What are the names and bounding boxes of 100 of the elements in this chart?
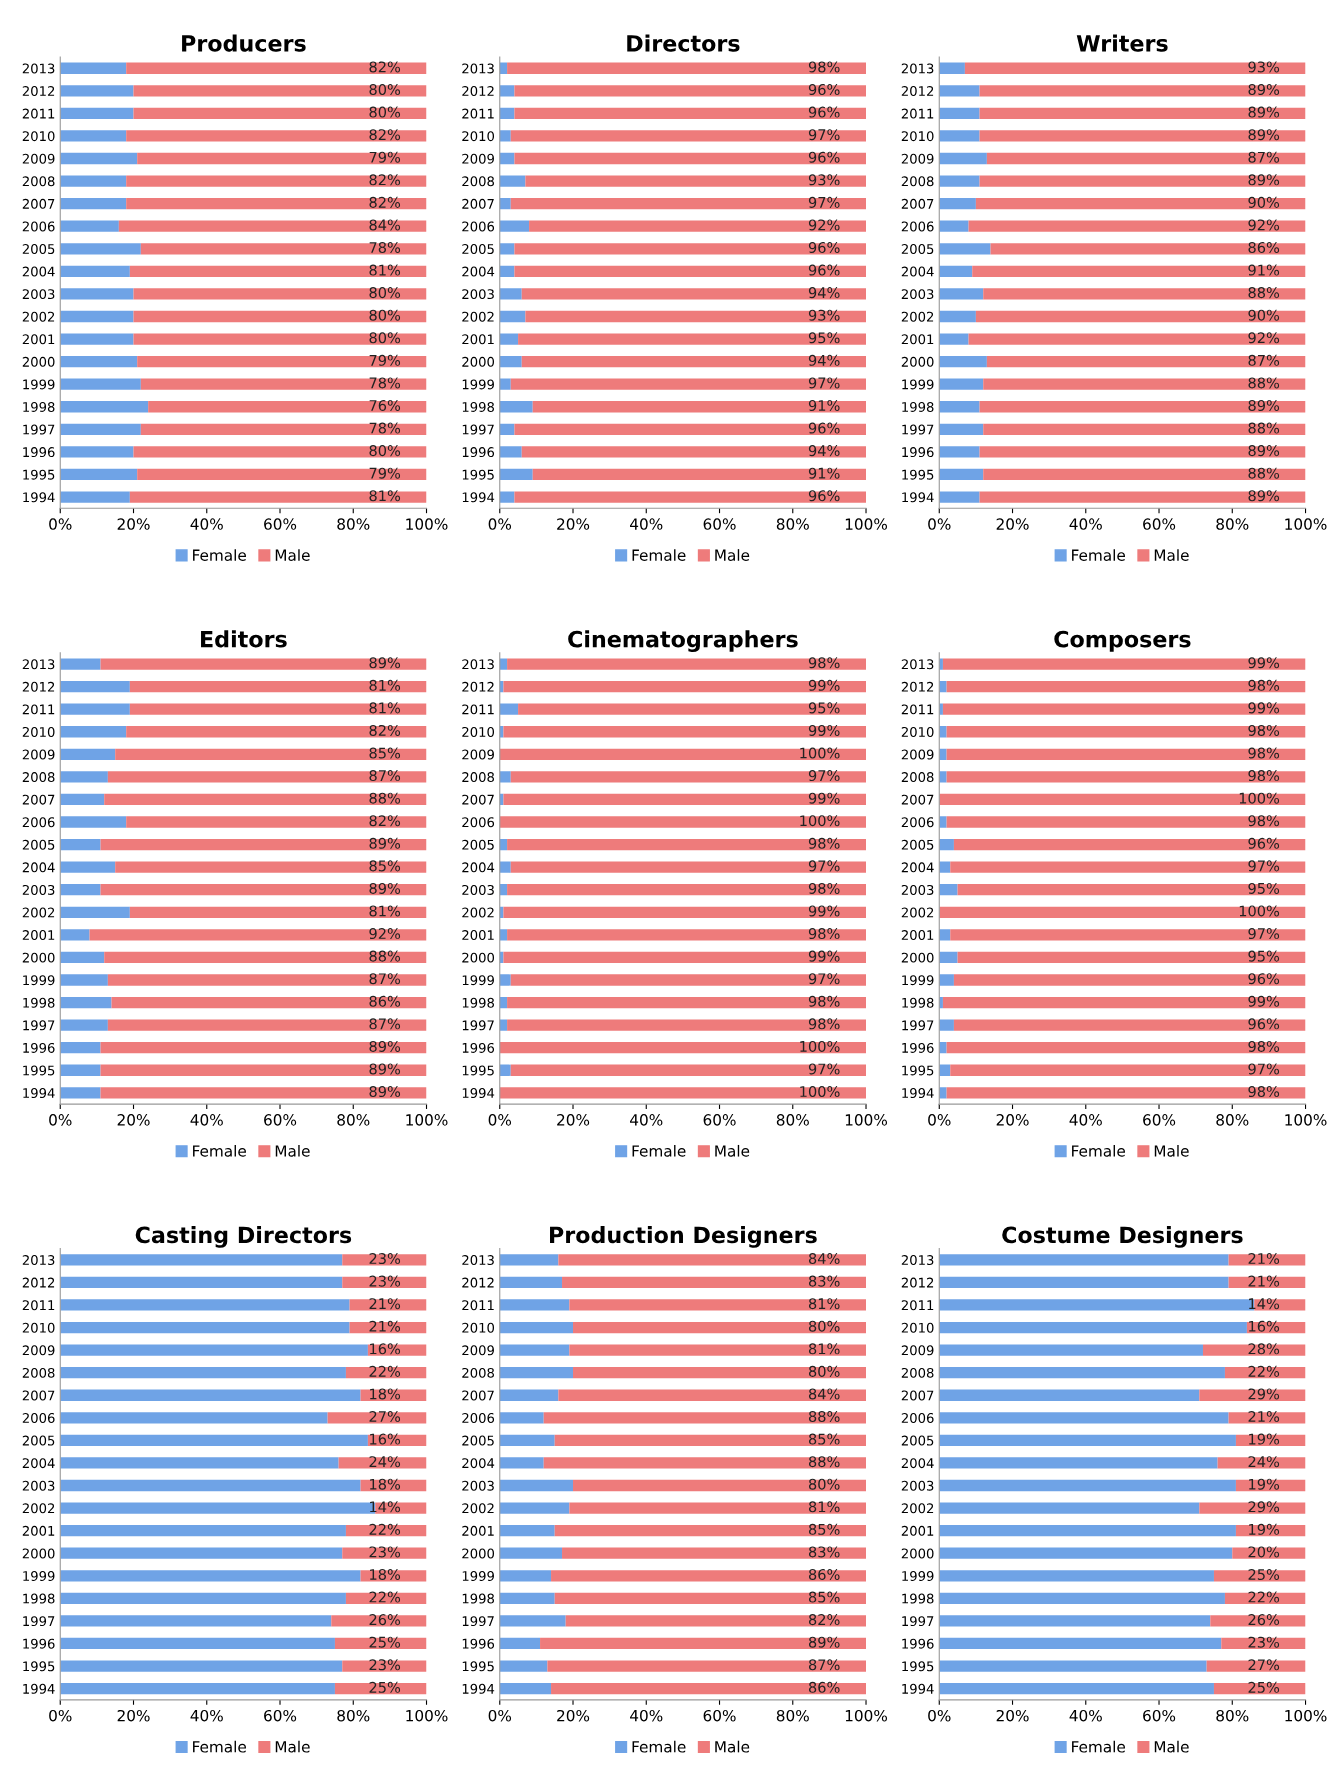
legend-label: Female: [1072, 1144, 1125, 1157]
bar: [939, 198, 976, 210]
data-label: 23%: [369, 1659, 401, 1671]
data-label: 96%: [808, 264, 840, 276]
bar: [558, 1254, 867, 1266]
data-label: 94%: [808, 445, 840, 457]
data-label: 92%: [1248, 219, 1280, 231]
data-label: 82%: [369, 174, 401, 186]
bar: [939, 748, 947, 760]
bar: [499, 1367, 574, 1379]
data-label: 96%: [1248, 973, 1280, 985]
y-tick-label: 2003: [462, 884, 494, 895]
y-tick-label: 2013: [901, 63, 934, 74]
bar: [499, 333, 519, 345]
y-tick-label: 2002: [462, 311, 494, 322]
data-label: 93%: [808, 174, 840, 186]
data-label: 84%: [369, 219, 401, 231]
y-tick-label: 2005: [22, 244, 55, 254]
bar: [342, 1660, 427, 1672]
bar: [953, 838, 1306, 851]
y-tick-label: 2005: [462, 1435, 494, 1446]
data-label: 23%: [1248, 1636, 1280, 1648]
y-tick-label: 2011: [22, 704, 55, 715]
y-tick-label: 2002: [901, 311, 934, 322]
x-tick-label: 0%: [488, 1114, 512, 1126]
y-tick-label: 1998: [902, 401, 934, 412]
bar: [499, 1525, 555, 1537]
bar: [514, 85, 867, 97]
bar: [942, 996, 1306, 1009]
bar: [60, 703, 130, 715]
bar: [349, 1299, 427, 1311]
bar: [60, 996, 112, 1009]
y-tick-label: 2001: [462, 1525, 494, 1536]
x-tick-label: 0%: [49, 1114, 72, 1126]
y-tick-label: 1995: [462, 1661, 494, 1672]
y-tick-label: 1996: [902, 1042, 934, 1053]
y-tick-label: 2013: [462, 1255, 494, 1266]
bar: [499, 1019, 508, 1031]
bar: [126, 816, 427, 828]
data-label: 85%: [369, 747, 401, 759]
bar: [60, 680, 130, 693]
data-label: 23%: [369, 1546, 401, 1558]
y-tick-label: 1999: [23, 975, 55, 986]
bar: [499, 1276, 563, 1289]
y-tick-label: 2011: [901, 704, 934, 715]
data-label: 21%: [1248, 1275, 1280, 1287]
legend-label: Male: [1154, 1740, 1189, 1753]
bar: [939, 793, 1306, 806]
bar: [983, 378, 1306, 390]
data-label: 80%: [808, 1365, 840, 1377]
data-label: 23%: [369, 1253, 401, 1265]
y-tick-label: 1997: [902, 424, 934, 435]
y-tick-label: 2006: [901, 817, 934, 828]
data-label: 26%: [1248, 1614, 1280, 1626]
y-tick-label: 2005: [901, 244, 934, 254]
bar: [514, 265, 867, 277]
y-tick-label: 2004: [901, 1458, 934, 1469]
y-tick-label: 1996: [23, 447, 55, 458]
data-label: 80%: [369, 309, 401, 321]
bar: [60, 220, 119, 232]
y-tick-label: 1997: [23, 1020, 55, 1031]
y-tick-label: 1995: [23, 1065, 55, 1076]
y-tick-label: 2002: [462, 907, 494, 918]
bar: [939, 85, 980, 97]
data-label: 25%: [1248, 1568, 1280, 1581]
data-label: 80%: [808, 1320, 840, 1332]
x-tick-label: 60%: [1143, 1114, 1176, 1126]
bar: [1217, 1457, 1306, 1469]
bar: [554, 1525, 867, 1537]
bar: [499, 468, 533, 481]
legend-label: Male: [275, 1144, 310, 1157]
y-tick-label: 1996: [462, 447, 495, 458]
y-tick-label: 2005: [901, 839, 934, 850]
data-label: 95%: [1248, 950, 1280, 962]
bar: [562, 1276, 867, 1289]
data-label: 80%: [808, 1478, 840, 1490]
y-tick-label: 2010: [462, 726, 495, 737]
bar: [60, 771, 108, 783]
y-tick-label: 1996: [902, 1638, 934, 1649]
data-label: 86%: [1248, 241, 1280, 254]
data-label: 26%: [369, 1614, 401, 1626]
data-label: 97%: [808, 973, 840, 985]
y-tick-label: 2005: [22, 1435, 55, 1446]
bar: [510, 198, 867, 210]
legend-label: Female: [632, 1740, 686, 1753]
y-tick-label: 1994: [23, 1683, 55, 1694]
y-tick-label: 2004: [22, 862, 55, 873]
bar: [979, 175, 1306, 187]
bar: [975, 310, 1306, 323]
data-label: 99%: [808, 679, 840, 691]
data-label: 98%: [808, 995, 840, 1007]
y-tick-label: 2006: [901, 1413, 934, 1423]
y-tick-label: 2008: [462, 176, 494, 187]
y-tick-label: 2013: [462, 659, 494, 670]
legend-label: Male: [715, 1144, 750, 1157]
y-tick-label: 2002: [462, 1503, 494, 1514]
y-tick-label: 2007: [462, 1390, 494, 1401]
y-tick-label: 2006: [462, 817, 495, 828]
bar: [939, 1254, 1229, 1266]
data-label: 78%: [369, 241, 401, 254]
